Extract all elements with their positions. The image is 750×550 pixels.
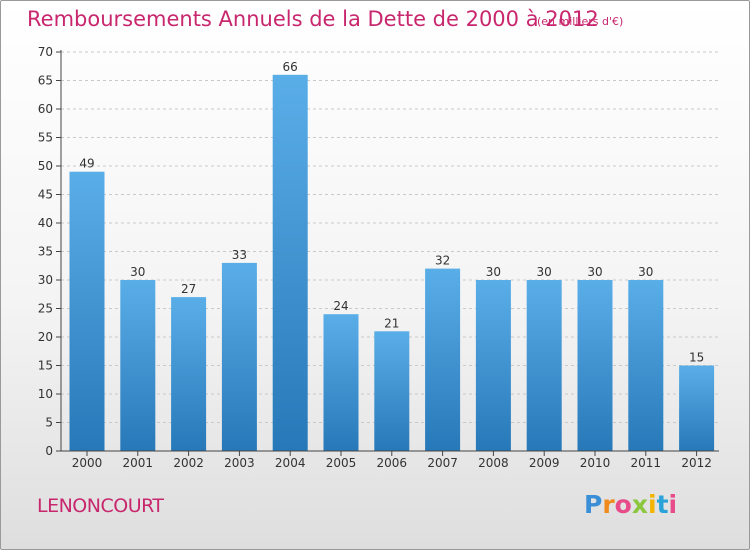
brand-logo-letter: o xyxy=(614,490,632,519)
bar xyxy=(374,331,410,451)
data-label: 66 xyxy=(283,60,298,74)
y-tick-label: 60 xyxy=(38,102,53,116)
bar xyxy=(475,280,511,451)
x-tick-label: 2005 xyxy=(326,456,357,470)
y-tick-label: 15 xyxy=(38,359,53,373)
data-label: 30 xyxy=(638,265,653,279)
commune-name: LENONCOURT xyxy=(37,495,164,517)
y-tick-label: 35 xyxy=(38,245,53,259)
bar xyxy=(425,268,461,451)
x-tick-label: 2004 xyxy=(275,456,306,470)
y-tick-label: 20 xyxy=(38,330,53,344)
data-label: 30 xyxy=(130,265,145,279)
data-label: 30 xyxy=(486,265,501,279)
y-tick-label: 40 xyxy=(38,216,53,230)
bar xyxy=(628,280,664,451)
y-tick-label: 70 xyxy=(38,45,53,59)
bar xyxy=(679,365,715,451)
x-tick-label: 2000 xyxy=(72,456,103,470)
data-label: 15 xyxy=(689,351,704,365)
brand-logo-letter: r xyxy=(602,490,615,519)
bar xyxy=(526,280,562,451)
axes xyxy=(56,50,719,456)
data-label: 27 xyxy=(181,282,196,296)
y-tick-labels: 0 5 10 15 20 25 30 35 40 45 50 55 60 65 70 xyxy=(38,45,53,458)
y-tick-label: 50 xyxy=(38,159,53,173)
y-tick-label: 45 xyxy=(38,188,53,202)
y-tick-label: 0 xyxy=(45,444,53,458)
brand-logo: Proxiti xyxy=(584,490,677,519)
data-labels: 49 30 27 33 66 24 21 32 30 30 30 30 15 xyxy=(79,60,704,365)
bar xyxy=(221,262,257,451)
data-label: 33 xyxy=(232,248,247,262)
y-tick-label: 65 xyxy=(38,74,53,88)
x-tick-label: 2007 xyxy=(427,456,458,470)
data-label: 32 xyxy=(435,254,450,268)
x-tick-label: 2010 xyxy=(580,456,611,470)
brand-logo-letter: x xyxy=(631,490,648,519)
y-tick-label: 55 xyxy=(38,131,53,145)
brand-logo-letter: t xyxy=(656,490,669,519)
data-label: 24 xyxy=(333,299,348,313)
x-tick-label: 2008 xyxy=(478,456,509,470)
data-label: 21 xyxy=(384,316,399,330)
bar xyxy=(323,314,359,451)
y-tick-label: 25 xyxy=(38,302,53,316)
y-tick-label: 30 xyxy=(38,273,53,287)
x-tick-label: 2011 xyxy=(631,456,662,470)
x-tick-labels: 2000 2001 2002 2003 2004 2005 2006 2007 2008 2009… xyxy=(72,456,712,470)
brand-logo-letter: i xyxy=(668,490,678,519)
bar xyxy=(171,297,207,451)
data-label: 49 xyxy=(79,157,94,171)
chart-unit: (en milliers d'€) xyxy=(537,15,624,28)
y-tick-label: 10 xyxy=(38,387,53,401)
x-tick-label: 2002 xyxy=(173,456,204,470)
x-tick-label: 2001 xyxy=(123,456,154,470)
x-tick-label: 2003 xyxy=(224,456,255,470)
chart-title: Remboursements Annuels de la Dette de 20… xyxy=(27,7,599,31)
data-label: 30 xyxy=(587,265,602,279)
bars xyxy=(69,74,715,452)
y-tick-label: 5 xyxy=(45,416,53,430)
x-tick-label: 2009 xyxy=(529,456,560,470)
bar xyxy=(272,74,308,452)
bar xyxy=(120,280,156,451)
brand-logo-letter: i xyxy=(648,490,657,519)
x-tick-label: 2012 xyxy=(681,456,712,470)
x-tick-label: 2006 xyxy=(377,456,408,470)
bar xyxy=(577,280,613,451)
bar xyxy=(69,171,105,451)
brand-logo-letter: P xyxy=(584,490,603,519)
data-label: 30 xyxy=(537,265,552,279)
